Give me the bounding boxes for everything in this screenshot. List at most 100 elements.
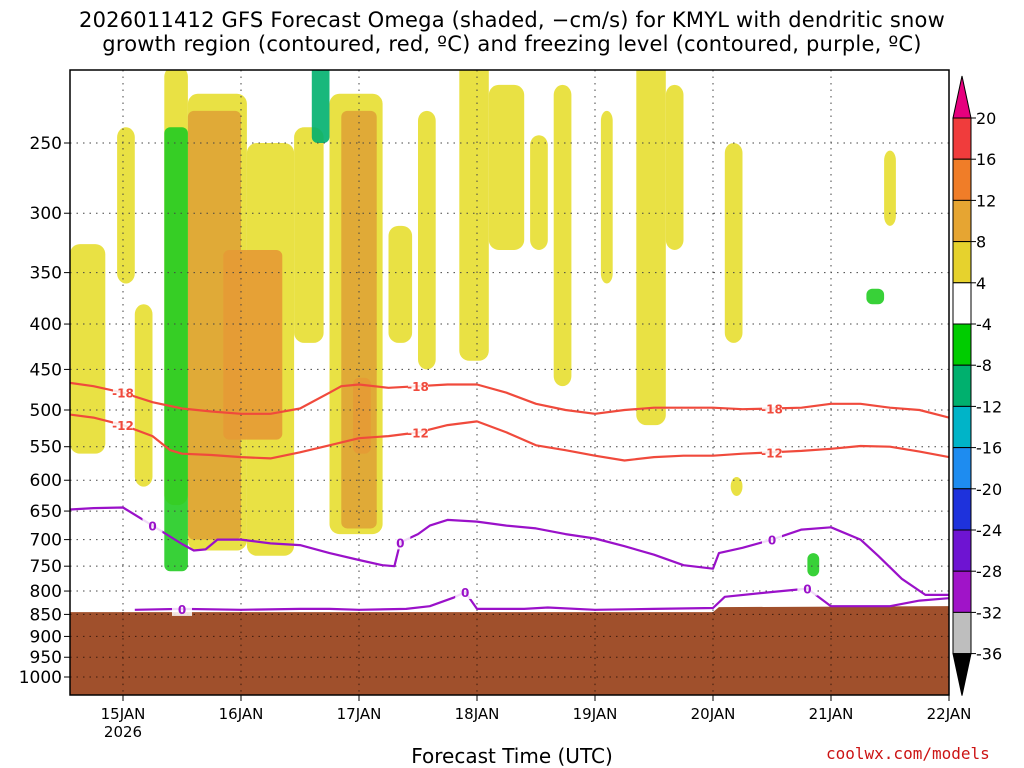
y-tick-label-700: 700	[30, 531, 62, 551]
omega-plume-0	[70, 244, 106, 454]
y-tick-label-900: 900	[30, 627, 62, 647]
y-tick-label-400: 400	[30, 315, 62, 335]
contour-labels: -18 -18 -18 -12 -12 -12 0 0 0 0 0 0	[112, 378, 818, 617]
omega-plume-1	[117, 127, 135, 284]
omega-plume-2	[134, 304, 153, 487]
colorbar-label-1: 16	[976, 150, 996, 169]
surface-terrain	[70, 606, 949, 695]
contour-label-bg-0-0	[113, 384, 133, 400]
omega-region-3	[353, 377, 371, 454]
y-tick-label-250: 250	[30, 134, 62, 154]
x-tick-year-label: 2026	[104, 723, 142, 741]
omega-plume-6	[294, 127, 324, 343]
y-tick-label-750: 750	[30, 557, 62, 577]
colorbar-label-0: 20	[976, 109, 996, 128]
omega-plume-10	[459, 70, 489, 361]
colorbar-label-13: -36	[976, 645, 1002, 664]
omega-plume-11	[488, 84, 525, 250]
contour-label-2-2: 0	[768, 534, 776, 548]
contour-label-2-1: 0	[396, 536, 404, 550]
colorbar-box-1	[952, 158, 972, 201]
contour-label-2-0: 0	[148, 520, 156, 534]
colorbar-label-7: -12	[976, 397, 1002, 416]
chart-title-line-2: growth region (contoured, red, ºC) and f…	[102, 32, 922, 56]
contour-label-bg-1-2	[762, 444, 782, 460]
x-tick-label-16JAN: 16JAN	[219, 705, 264, 723]
colorbar-label-3: 8	[976, 233, 986, 252]
contour-label-0-1: -18	[407, 380, 429, 394]
colorbar-label-11: -28	[976, 562, 1002, 581]
y-tick-label-350: 350	[30, 264, 62, 284]
x-tick-label-20JAN: 20JAN	[691, 705, 736, 723]
grid-lines	[70, 70, 949, 695]
contour-label-bg-3-2	[797, 580, 818, 596]
colorbar-label-4: 4	[976, 274, 986, 293]
contour-label-bg-0-2	[762, 400, 782, 416]
colorbar-box-5	[952, 323, 972, 366]
contour-label-bg-0-1	[408, 378, 428, 394]
y-tick-label-1000: 1000	[19, 668, 62, 688]
contour-line-1	[70, 413, 949, 462]
omega-plume-15	[636, 70, 666, 426]
contour-label-0-2: -18	[761, 402, 783, 416]
colorbar-box-4	[952, 282, 972, 325]
omega-plume-9	[418, 110, 436, 370]
contour-label-bg-2-0	[142, 517, 163, 533]
omega-plume-18	[884, 150, 896, 226]
contour-label-1-1: -12	[407, 426, 429, 440]
colorbar-box-9	[952, 488, 972, 531]
x-tick-label-18JAN: 18JAN	[455, 705, 500, 723]
colorbar-label-12: -32	[976, 603, 1002, 622]
omega-plume-14	[600, 110, 613, 284]
y-tick-label-550: 550	[30, 438, 62, 458]
colorbar-box-11	[952, 570, 972, 613]
contour-label-bg-3-1	[455, 584, 476, 600]
contour-line-2	[70, 506, 949, 596]
contour-label-0-0: -18	[112, 387, 134, 401]
colorbar-label-10: -24	[976, 521, 1002, 540]
contour-label-bg-2-1	[390, 534, 411, 550]
x-tick-label-19JAN: 19JAN	[573, 705, 618, 723]
x-tick-label-15JAN: 15JAN	[101, 705, 146, 723]
colorbar-box-0	[952, 117, 972, 160]
colorbar-box-12	[952, 611, 972, 655]
omega-region-4	[164, 127, 188, 572]
omega-shading	[70, 70, 896, 577]
y-tick-label-600: 600	[30, 471, 62, 491]
contour-label-3-0: 0	[178, 603, 186, 617]
y-tick-label-850: 850	[30, 605, 62, 625]
colorbar-box-3	[952, 241, 972, 284]
colorbar-label-9: -20	[976, 480, 1002, 499]
y-tick-label-450: 450	[30, 360, 62, 380]
contour-label-1-0: -12	[112, 419, 134, 433]
y-tick-label-300: 300	[30, 204, 62, 224]
source-credit[interactable]: coolwx.com/models	[826, 744, 990, 763]
colorbar-box-8	[952, 447, 972, 490]
y-tick-label-650: 650	[30, 502, 62, 522]
y-tick-label-500: 500	[30, 401, 62, 421]
x-tick-label-17JAN: 17JAN	[337, 705, 382, 723]
contour-line-0	[70, 381, 949, 419]
contour-label-bg-1-1	[408, 424, 428, 440]
omega-region-5	[311, 70, 330, 143]
y-axis: 2503003504004505005506006507007508008509…	[19, 134, 70, 688]
contour-label-bg-2-2	[762, 531, 782, 547]
colorbar-box-10	[952, 529, 972, 572]
y-tick-label-950: 950	[30, 648, 62, 668]
chart-title-line-1: 2026011412 GFS Forecast Omega (shaded, −…	[79, 8, 945, 32]
contour-label-bg-3-0	[172, 600, 192, 616]
omega-plume-12	[530, 135, 548, 250]
x-axis-label: Forecast Time (UTC)	[411, 744, 613, 768]
colorbar-box-6	[952, 364, 972, 407]
omega-plume-8	[388, 225, 413, 343]
colorbar-cap-bottom	[952, 653, 972, 696]
omega-region-1	[223, 249, 283, 440]
contour-label-1-2: -12	[761, 446, 783, 460]
x-axis: 15JAN 16JAN 17JAN 18JAN 19JAN 20JAN 21JAN 22JAN…	[101, 695, 972, 741]
omega-region-6	[866, 288, 885, 305]
x-tick-label-22JAN: 22JAN	[927, 705, 972, 723]
omega-region-7	[807, 553, 820, 577]
omega-plume-16	[665, 84, 684, 250]
contour-label-bg-1-0	[113, 417, 133, 433]
